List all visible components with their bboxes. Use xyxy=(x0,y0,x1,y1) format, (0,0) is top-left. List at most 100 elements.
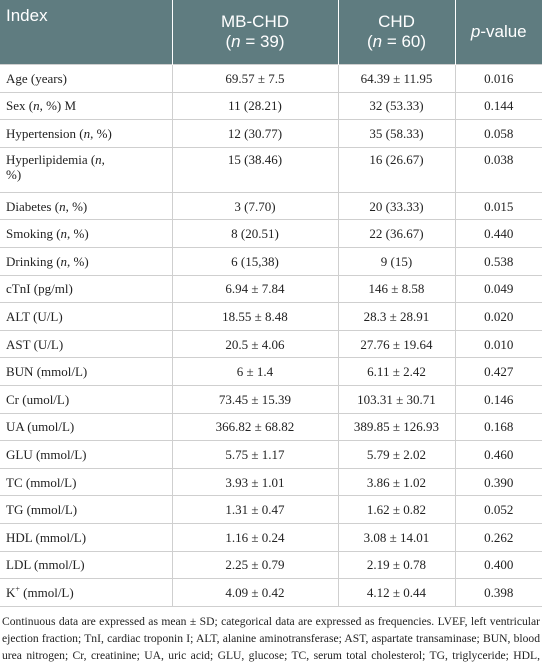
index-cell: AST (U/L) xyxy=(0,329,173,359)
value-cell: 6 ± 1.4 xyxy=(171,357,339,386)
value-cell: 389.85 ± 126.93 xyxy=(337,412,456,442)
index-label: UA (umol/L) xyxy=(6,419,74,434)
value-cell: 69.57 ± 7.5 xyxy=(171,64,339,93)
index-cell: cTnI (pg/ml) xyxy=(0,274,173,304)
index-label: K+ (mmol/L) xyxy=(6,585,74,600)
text-run: , %) xyxy=(67,253,89,269)
index-label: LDL (mmol/L) xyxy=(6,557,85,572)
value-cell: 3.08 ± 14.01 xyxy=(337,522,456,552)
index-label: Smoking (n, %) xyxy=(6,226,89,241)
value-cell: 0.038 xyxy=(454,146,542,193)
value-cell: 1.16 ± 0.24 xyxy=(171,522,339,552)
value-cell: 5.75 ± 1.17 xyxy=(171,440,339,469)
text-run: = 60) xyxy=(382,32,427,51)
value-cell: 3.93 ± 1.01 xyxy=(171,467,339,497)
text-run: Hypertension ( xyxy=(6,125,84,141)
value-cell: 366.82 ± 68.82 xyxy=(171,412,339,442)
table-row: TC (mmol/L) 3.93 ± 1.01 3.86 ± 1.02 0.390 xyxy=(0,467,542,497)
value-cell: 0.262 xyxy=(454,522,542,552)
text-run: Smoking ( xyxy=(6,226,61,242)
text-run: MB-CHD xyxy=(221,12,289,31)
index-label: TC (mmol/L) xyxy=(6,475,76,490)
value-cell: 0.015 xyxy=(454,191,542,221)
value-cell: 6 (15,38) xyxy=(171,246,339,276)
text-run: = 39) xyxy=(240,32,285,51)
value-cell: 146 ± 8.58 xyxy=(337,274,456,304)
header-row: Index MB-CHD (n = 39) CHD (n = 60) p-value xyxy=(0,0,542,65)
index-cell: TC (mmol/L) xyxy=(0,467,173,497)
text-run: ALT (U/L) xyxy=(6,308,63,324)
index-label: Cr (umol/L) xyxy=(6,392,69,407)
value-cell: 0.538 xyxy=(454,246,542,276)
text-run: CHD xyxy=(378,12,415,31)
value-cell: 9 (15) xyxy=(337,246,456,276)
superscript-run: + xyxy=(15,584,20,594)
value-cell: 0.398 xyxy=(454,578,542,607)
value-cell: 3 (7.70) xyxy=(171,191,339,221)
value-cell: 0.016 xyxy=(454,64,542,93)
text-run: LDL (mmol/L) xyxy=(6,557,85,573)
text-run: GLU (mmol/L) xyxy=(6,446,87,462)
value-cell: 64.39 ± 11.95 xyxy=(337,64,456,93)
header-cell: Index xyxy=(0,0,173,65)
index-label: HDL (mmol/L) xyxy=(6,530,86,545)
table-row: Smoking (n, %) 8 (20.51) 22 (36.67) 0.440 xyxy=(0,219,542,248)
value-cell: 18.55 ± 8.48 xyxy=(171,302,339,331)
table-row: Cr (umol/L) 73.45 ± 15.39 103.31 ± 30.71 0.… xyxy=(0,384,542,414)
italic-run: p xyxy=(470,22,481,41)
value-cell: 20 (33.33) xyxy=(337,191,456,221)
italic-run: n xyxy=(33,98,40,114)
text-run: Cr (umol/L) xyxy=(6,391,70,407)
index-cell: Smoking (n, %) xyxy=(0,219,173,248)
text-run: TG (mmol/L) xyxy=(6,502,78,518)
table-row: HDL (mmol/L) 1.16 ± 0.24 3.08 ± 14.01 0.262 xyxy=(0,522,542,552)
header-cell: MB-CHD (n = 39) xyxy=(172,0,339,65)
table-row: cTnI (pg/ml) 6.94 ± 7.84 146 ± 8.58 0.049 xyxy=(0,274,542,304)
index-cell: Sex (n, %) M xyxy=(0,91,173,121)
header-cell: p-value xyxy=(455,0,542,65)
value-cell: 0.020 xyxy=(454,302,542,331)
table-row: Hypertension (n, %) 12 (30.77) 35 (58.33) 0… xyxy=(0,119,542,148)
text-run: AST (U/L) xyxy=(6,336,64,352)
value-cell: 0.058 xyxy=(454,119,542,148)
index-label: GLU (mmol/L) xyxy=(6,447,87,462)
text-run: , %) xyxy=(65,198,88,214)
text-run: Age (years) xyxy=(6,70,67,86)
index-label: Drinking (n, %) xyxy=(6,254,89,269)
text-run: BUN (mmol/L) xyxy=(6,364,88,380)
table-row: Diabetes (n, %) 3 (7.70) 20 (33.33) 0.015 xyxy=(0,191,542,221)
text-run: (mmol/L) xyxy=(19,584,74,600)
value-cell: 4.12 ± 0.44 xyxy=(337,578,456,607)
index-cell: Diabetes (n, %) xyxy=(0,191,173,221)
value-cell: 4.09 ± 0.42 xyxy=(171,578,339,607)
header-line: (n = 39) xyxy=(179,32,332,52)
value-cell: 0.144 xyxy=(454,91,542,121)
value-cell: 3.86 ± 1.02 xyxy=(337,467,456,497)
index-label: AST (U/L) xyxy=(6,337,63,352)
index-cell: Hypertension (n, %) xyxy=(0,119,173,148)
text-run: K xyxy=(6,584,16,600)
table-row: AST (U/L) 20.5 ± 4.06 27.76 ± 19.64 0.010 xyxy=(0,329,542,359)
value-cell: 6.94 ± 7.84 xyxy=(171,274,339,304)
value-cell: 103.31 ± 30.71 xyxy=(337,384,456,414)
value-cell: 35 (58.33) xyxy=(337,119,456,148)
table-row: GLU (mmol/L) 5.75 ± 1.17 5.79 ± 2.02 0.460 xyxy=(0,440,542,469)
value-cell: 8 (20.51) xyxy=(171,219,339,248)
text-run: Hyperlipidemia ( xyxy=(6,151,96,167)
text-run: Diabetes ( xyxy=(6,198,60,214)
value-cell: 11 (28.21) xyxy=(171,91,339,121)
index-cell: LDL (mmol/L) xyxy=(0,550,173,580)
italic-run: n xyxy=(60,226,68,242)
index-cell: TG (mmol/L) xyxy=(0,495,173,524)
text-run: , %) xyxy=(90,125,112,141)
value-cell: 0.049 xyxy=(454,274,542,304)
value-cell: 0.168 xyxy=(454,412,542,442)
italic-run: n xyxy=(231,32,241,51)
table-body: Age (years) 69.57 ± 7.5 64.39 ± 11.95 0.016… xyxy=(0,64,542,607)
text-run: ( xyxy=(366,32,373,51)
text-run: HDL (mmol/L) xyxy=(6,529,87,545)
value-cell: 0.390 xyxy=(454,467,542,497)
value-cell: 6.11 ± 2.42 xyxy=(337,357,456,386)
header-cell: CHD (n = 60) xyxy=(338,0,456,65)
text-run: , %) xyxy=(67,226,89,242)
